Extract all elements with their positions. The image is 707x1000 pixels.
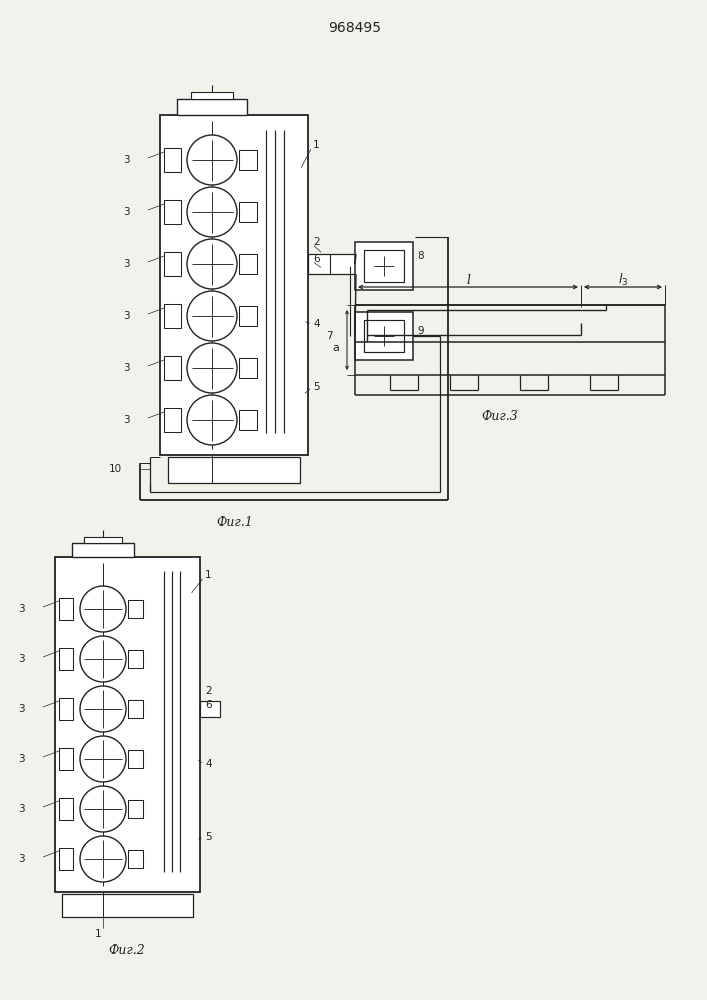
Text: 7: 7 xyxy=(327,331,333,341)
Text: 5: 5 xyxy=(205,832,211,842)
Text: $l_3$: $l_3$ xyxy=(618,272,629,288)
Text: 3: 3 xyxy=(18,754,25,764)
Circle shape xyxy=(80,786,126,832)
Bar xyxy=(239,150,257,170)
Circle shape xyxy=(80,686,126,732)
Circle shape xyxy=(80,636,126,682)
Bar xyxy=(59,798,73,820)
Bar xyxy=(128,650,143,668)
Bar xyxy=(160,115,308,455)
Bar xyxy=(239,254,257,274)
Bar xyxy=(364,320,404,352)
Text: 9: 9 xyxy=(417,326,423,336)
Text: 3: 3 xyxy=(124,363,130,373)
Text: 6: 6 xyxy=(313,254,320,264)
Text: Фиг.3: Фиг.3 xyxy=(481,410,518,424)
Text: 4: 4 xyxy=(205,759,211,769)
Bar xyxy=(128,800,143,818)
Bar xyxy=(59,848,73,870)
Bar xyxy=(177,99,247,115)
Bar xyxy=(62,894,193,917)
Circle shape xyxy=(187,135,237,185)
Text: 2: 2 xyxy=(313,237,320,247)
Bar xyxy=(128,750,143,768)
Text: 2: 2 xyxy=(205,686,211,696)
Text: 3: 3 xyxy=(18,604,25,614)
Bar xyxy=(164,408,181,432)
Bar xyxy=(59,598,73,620)
Bar xyxy=(364,250,404,282)
Bar xyxy=(164,356,181,380)
Text: 6: 6 xyxy=(205,700,211,710)
Bar xyxy=(128,700,143,718)
Bar xyxy=(59,698,73,720)
Text: 1: 1 xyxy=(205,570,211,580)
Text: 3: 3 xyxy=(18,804,25,814)
Bar xyxy=(239,202,257,222)
Bar xyxy=(191,92,233,99)
Circle shape xyxy=(187,343,237,393)
Bar xyxy=(239,410,257,430)
Text: 968495: 968495 xyxy=(329,21,382,35)
Text: 3: 3 xyxy=(124,415,130,425)
Bar xyxy=(308,254,356,274)
Bar xyxy=(59,748,73,770)
Circle shape xyxy=(187,239,237,289)
Bar xyxy=(55,557,200,892)
Bar xyxy=(84,537,122,543)
Circle shape xyxy=(80,836,126,882)
Circle shape xyxy=(187,395,237,445)
Circle shape xyxy=(187,291,237,341)
Text: 3: 3 xyxy=(124,311,130,321)
Text: 1: 1 xyxy=(313,140,320,150)
Text: 3: 3 xyxy=(18,704,25,714)
Text: 4: 4 xyxy=(313,319,320,329)
Bar xyxy=(72,543,134,557)
Bar xyxy=(164,304,181,328)
Bar xyxy=(164,148,181,172)
Bar xyxy=(239,358,257,378)
Bar xyxy=(239,306,257,326)
Bar xyxy=(355,312,413,360)
Bar xyxy=(59,648,73,670)
Bar xyxy=(128,600,143,618)
Circle shape xyxy=(187,187,237,237)
Text: 8: 8 xyxy=(417,251,423,261)
Text: 3: 3 xyxy=(18,854,25,864)
Text: 3: 3 xyxy=(18,654,25,664)
Text: Фиг.2: Фиг.2 xyxy=(109,944,146,956)
Bar xyxy=(128,850,143,868)
Text: l: l xyxy=(466,273,470,286)
Bar xyxy=(200,701,220,717)
Text: 3: 3 xyxy=(124,155,130,165)
Text: Фиг.1: Фиг.1 xyxy=(216,516,253,530)
Text: 5: 5 xyxy=(313,382,320,392)
Text: 3: 3 xyxy=(124,259,130,269)
Text: a: a xyxy=(332,343,339,353)
Text: 3: 3 xyxy=(124,207,130,217)
Text: 10: 10 xyxy=(109,464,122,474)
Bar xyxy=(168,457,300,483)
Circle shape xyxy=(80,736,126,782)
Bar xyxy=(355,242,413,290)
Bar xyxy=(164,252,181,276)
Text: 1: 1 xyxy=(95,929,101,939)
Bar xyxy=(164,200,181,224)
Circle shape xyxy=(80,586,126,632)
